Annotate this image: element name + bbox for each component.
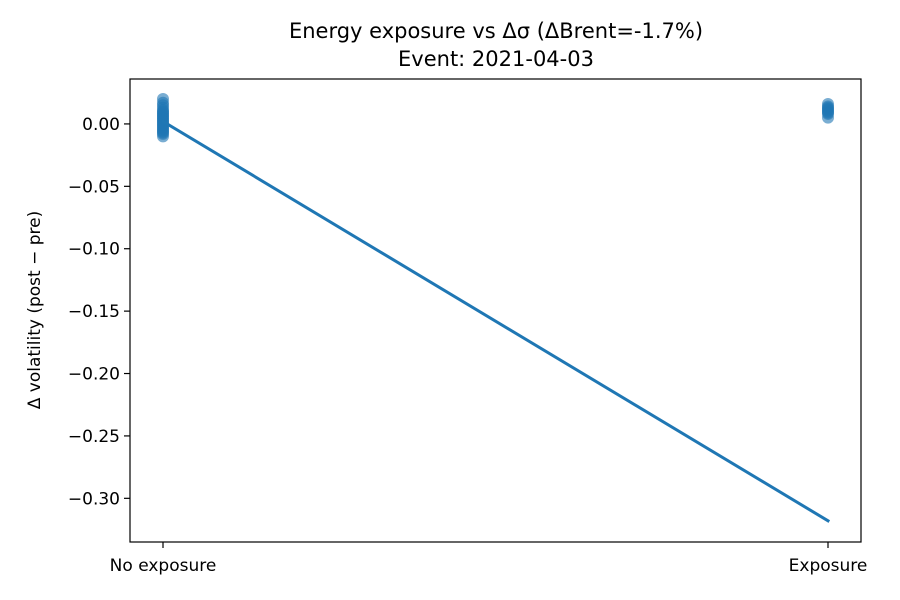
axes: 0.00 −0.05 −0.10 −0.15 −0.20 −0.25 −0.30 No exp…	[68, 115, 867, 576]
y-tick-label: −0.10	[68, 240, 120, 260]
chart-subtitle: Event: 2021-04-03	[398, 47, 594, 71]
fit-line	[160, 119, 831, 523]
scatter-point	[822, 111, 834, 124]
y-tick-label: 0.00	[82, 115, 120, 135]
y-tick-label: −0.25	[68, 427, 120, 447]
chart-title: Energy exposure vs Δσ (ΔBrent=-1.7%)	[289, 19, 703, 43]
y-tick-label: −0.30	[68, 489, 120, 509]
y-tick-label: −0.15	[68, 302, 120, 322]
x-tick-label: No exposure	[110, 556, 217, 576]
x-tick-label: Exposure	[789, 556, 868, 576]
y-tick-label: −0.05	[68, 177, 120, 197]
scatter-point	[157, 130, 169, 143]
plot-area	[157, 92, 834, 523]
plot-frame	[129, 78, 862, 543]
y-tick-label: −0.20	[68, 365, 120, 385]
y-axis-label: Δ volatility (post − pre)	[25, 211, 45, 410]
